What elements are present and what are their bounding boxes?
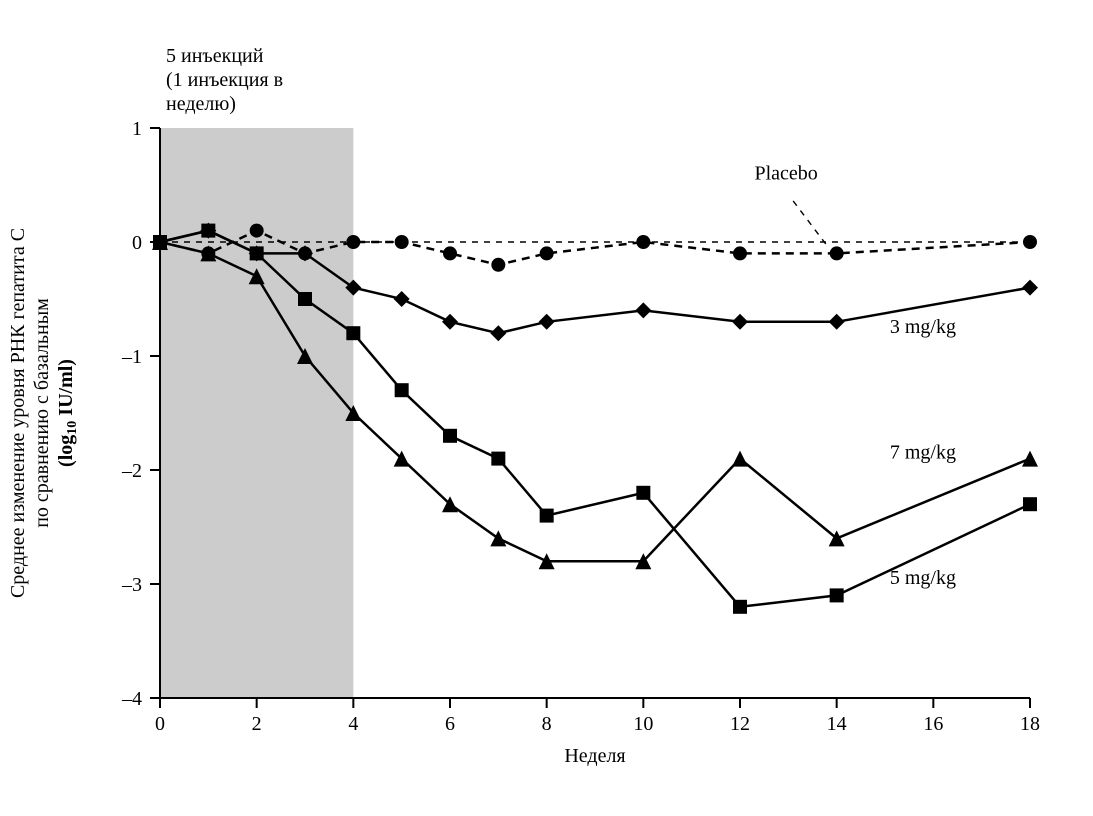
x-tick-label: 16 [923,713,943,735]
data-point [250,246,264,260]
data-point [491,452,505,466]
data-point [540,246,554,260]
data-point [733,246,747,260]
x-tick-label: 18 [1020,713,1040,735]
injection-band [160,128,353,698]
y-tick-label: 1 [132,118,142,140]
series-label: Placebo [755,162,818,184]
data-point [395,235,409,249]
injection-band-label: 5 инъекций [166,45,264,67]
x-tick-label: 14 [827,713,847,735]
x-tick-label: 4 [348,713,358,735]
data-point [298,292,312,306]
x-tick-label: 2 [252,713,262,735]
x-tick-label: 0 [155,713,165,735]
data-point [830,588,844,602]
svg-text:(log10 IU/ml): (log10 IU/ml) [55,359,80,467]
series-label: 3 mg/kg [890,316,956,338]
data-point [395,383,409,397]
line-chart: 0 2 4 6 8 10 12 14 16 18 –4 –3 –2 –1 0 1 Неделя Среднее и… [0,0,1093,816]
y-tick-label: –1 [121,346,142,368]
y-tick-label: 0 [132,232,142,254]
data-point [1023,497,1037,511]
x-tick-label: 10 [633,713,653,735]
data-point [733,600,747,614]
injection-band-label: неделю) [166,93,236,115]
data-point [540,509,554,523]
svg-text:Среднее изменение уровня РНК г: Среднее изменение уровня РНК гепатита C [7,228,29,598]
data-point [443,246,457,260]
x-tick-label: 12 [730,713,750,735]
svg-text:по сравнению с базальным: по сравнению с базальным [31,298,53,528]
x-tick-label: 6 [445,713,455,735]
data-point [1023,235,1037,249]
y-tick-label: –4 [121,688,142,710]
series-label: 5 mg/kg [890,567,956,589]
data-point [830,246,844,260]
x-tick-label: 8 [542,713,552,735]
y-tick-label: –2 [121,460,142,482]
data-point [491,258,505,272]
chart-container: 0 2 4 6 8 10 12 14 16 18 –4 –3 –2 –1 0 1 Неделя Среднее и… [0,0,1093,816]
injection-band-label: (1 инъекция в [166,69,283,91]
data-point [201,224,215,238]
data-point [346,326,360,340]
y-tick-label: –3 [121,574,142,596]
data-point [636,486,650,500]
data-point [636,235,650,249]
data-point [250,224,264,238]
series-label: 7 mg/kg [890,442,956,464]
x-axis-title: Неделя [564,745,625,767]
data-point [443,429,457,443]
data-point [346,235,360,249]
